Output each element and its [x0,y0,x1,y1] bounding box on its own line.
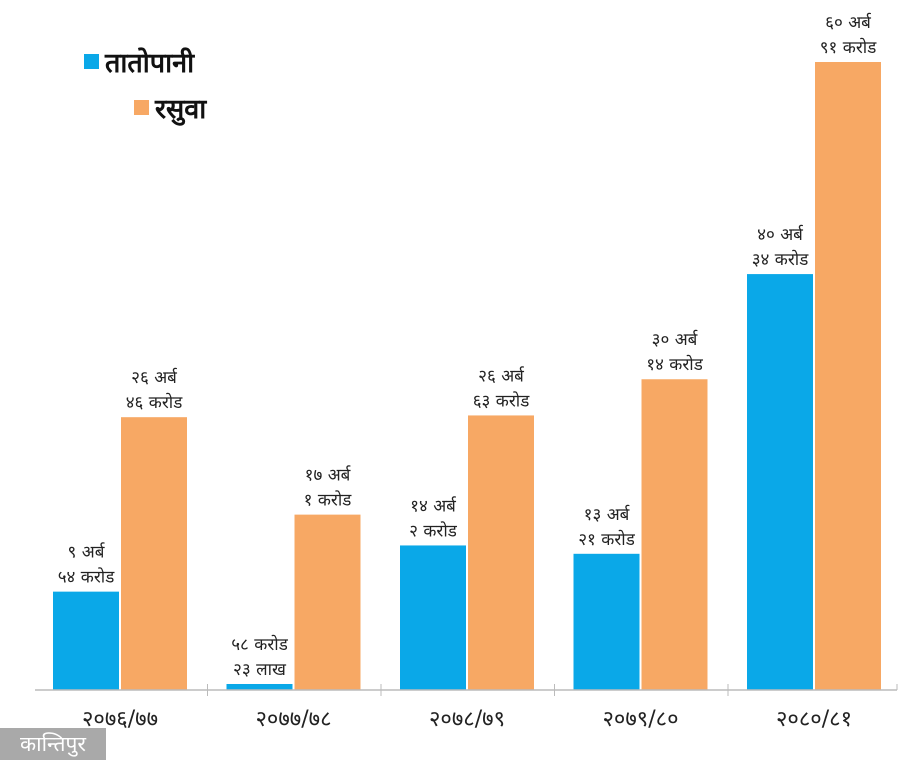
data-label: ५८ करोड [231,634,288,655]
legend-swatch-tatopani [84,54,99,69]
data-label: २६ अर्ब [478,365,525,386]
data-label: ६० अर्ब [825,12,872,33]
bar-tatopani [573,553,640,690]
data-label: १ करोड [304,490,353,511]
bar-tatopani [226,683,293,690]
x-tick-label: २०७९/८० [602,707,678,732]
data-label: ३० अर्ब [652,329,699,350]
x-tick-label: २०८०/८१ [776,707,852,732]
x-tick-label: २०७७/७८ [255,707,331,732]
legend-item-tatopani: तातोपानी [84,43,194,80]
bar-tatopani [53,591,119,690]
data-labels: ९ अर्ब ५४ करोड २६ अर्ब ४६ करोड ५८ करोड २३ लाख… [58,12,877,680]
data-label: २१ करोड [578,529,635,550]
bar-tatopani [747,274,813,690]
x-axis: २०७६/७७ २०७७/७८ २०७८/७९ २०७९/८० २०८०/८१ [35,684,898,732]
legend-label-rasuwa: रसुवा [155,94,207,125]
legend-swatch-rasuwa [134,100,149,115]
data-label: ६३ करोड [473,390,530,411]
bar-tatopani [400,545,466,690]
data-label: ९१ करोड [820,37,877,58]
bars [53,62,881,690]
bar-rasuwa [468,415,534,690]
data-label: १३ अर्ब [584,504,631,525]
data-label: २३ लाख [233,660,287,680]
data-label: ४० अर्ब [757,224,804,245]
x-tick-label: २०७८/७९ [429,707,505,732]
bar-rasuwa [815,62,881,690]
data-label: २ करोड [409,520,458,541]
legend-item-rasuwa: रसुवा [134,89,206,126]
data-label: २६ अर्ब [131,367,178,388]
kantipur-logo: कान्तिपुर [0,728,106,760]
data-label: १७ अर्ब [305,465,352,486]
data-label: १४ करोड [646,354,703,375]
data-label: ५४ करोड [58,567,115,588]
x-tick-label: २०७६/७७ [82,707,158,732]
data-label: १४ अर्ब [410,495,457,516]
data-label: ४६ करोड [126,392,183,413]
legend-label-tatopani: तातोपानी [105,48,195,79]
data-label: ९ अर्ब [68,542,106,563]
bar-rasuwa [641,379,708,690]
bar-rasuwa [294,514,361,690]
bar-rasuwa [121,417,187,690]
data-label: ३४ करोड [752,249,809,270]
